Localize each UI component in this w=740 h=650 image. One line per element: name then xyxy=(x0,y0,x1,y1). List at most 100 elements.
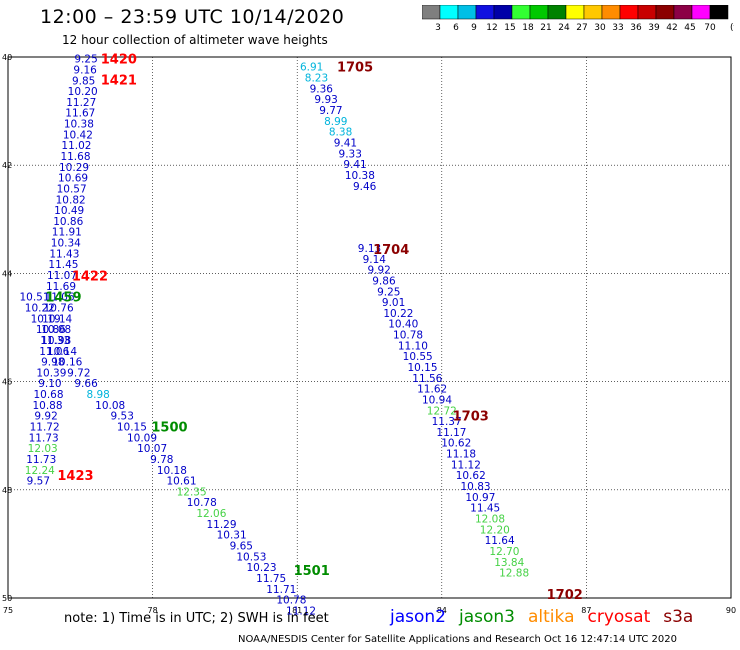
wave-height-value: 10.15 xyxy=(117,422,147,434)
colorbar-label: 6 xyxy=(453,23,459,33)
pass-time-label: 1703 xyxy=(453,410,489,425)
wave-height-value: 10.09 xyxy=(127,432,157,444)
wave-height-value: 10.16 xyxy=(52,357,82,369)
wave-height-value: 8.98 xyxy=(86,389,109,401)
wave-height-value: 9.33 xyxy=(339,148,362,160)
wave-height-value: 9.10 xyxy=(38,378,61,390)
wave-height-value: 10.40 xyxy=(388,319,418,331)
wave-height-value: 8.23 xyxy=(305,73,328,85)
wave-height-value: 9.14 xyxy=(363,254,387,266)
wave-height-value: 12.88 xyxy=(499,568,529,580)
wave-height-value: 10.42 xyxy=(63,129,93,141)
x-tick-label: 75 xyxy=(3,606,13,615)
wave-height-value: 11.10 xyxy=(398,340,428,352)
wave-height-value: 10.08 xyxy=(95,400,125,412)
colorbar-label: 33 xyxy=(612,23,623,33)
wave-height-value: 12.06 xyxy=(196,508,226,520)
colorbar-label: 39 xyxy=(648,23,660,33)
wave-height-value: 11.71 xyxy=(266,584,296,596)
plot-frame xyxy=(7,56,732,599)
wave-height-value: 11.12 xyxy=(451,459,481,471)
wave-height-value: 10.29 xyxy=(59,162,89,174)
wave-height-value: 10.86 xyxy=(36,324,66,336)
colorbar-label: 42 xyxy=(666,23,677,33)
altimeter-plot: 75 78 81 84 87 904042444648509.259.169.8510.2… xyxy=(2,53,736,618)
wave-height-value: 10.53 xyxy=(236,551,266,563)
wave-height-value: 9.72 xyxy=(67,367,90,379)
wave-height-value: 11.27 xyxy=(66,97,96,109)
wave-height-value: 9.98 xyxy=(41,357,64,369)
pass-time-label: 1423 xyxy=(57,469,93,484)
wave-height-value: 10.39 xyxy=(36,367,66,379)
colorbar-label: 36 xyxy=(630,23,642,33)
wave-height-value: 9.86 xyxy=(372,275,396,287)
pass-time-label: 1704 xyxy=(373,243,409,258)
wave-height-value: 10.14 xyxy=(47,346,77,358)
wave-height-value: 9.78 xyxy=(150,454,173,466)
wave-height-value: 12.20 xyxy=(480,524,510,536)
wave-height-value: 10.22 xyxy=(383,308,413,320)
pass-time-label: 1500 xyxy=(151,421,187,436)
legend-s3a: s3a xyxy=(663,607,694,627)
y-tick-label: 48 xyxy=(2,486,12,495)
wave-height-value: 10.82 xyxy=(56,194,86,206)
wave-height-value: 13.84 xyxy=(494,557,524,569)
legend-cryosat: cryosat xyxy=(587,607,651,627)
wave-height-value: 10.94 xyxy=(422,394,452,406)
wave-height-value: 11.45 xyxy=(48,259,78,271)
chart-title: 12:00 – 23:59 UTC 10/14/2020 xyxy=(40,6,345,28)
chart-subtitle: 12 hour collection of altimeter wave hei… xyxy=(62,33,328,47)
wave-height-value: 11.62 xyxy=(417,384,447,396)
x-tick-label: 81 xyxy=(292,606,302,615)
wave-height-value: 9.25 xyxy=(377,286,400,298)
wave-height-value: 9.46 xyxy=(353,181,377,193)
wave-height-value: 10.97 xyxy=(465,492,495,504)
footnote: note: 1) Time is in UTC; 2) SWH is in fe… xyxy=(64,611,329,626)
wave-height-value: 10.62 xyxy=(441,438,471,450)
wave-height-value: 10.62 xyxy=(456,470,486,482)
pass-time-label: 1459 xyxy=(45,291,81,306)
wave-height-value: 9.41 xyxy=(334,137,357,149)
wave-height-value: 10.88 xyxy=(32,400,62,412)
x-tick-label: 84 xyxy=(437,606,447,615)
wave-height-value: 10.76 xyxy=(44,302,74,314)
wave-height-value: 9.36 xyxy=(310,83,334,95)
wave-height-value: 10.98 xyxy=(41,335,71,347)
wave-height-value: 11.68 xyxy=(60,151,90,163)
wave-height-value: 10.61 xyxy=(166,476,196,488)
pass-time-label: 1501 xyxy=(294,564,330,579)
wave-height-value: 11.69 xyxy=(46,281,76,293)
wave-height-value: 9.01 xyxy=(382,297,405,309)
wave-height-value: 12.35 xyxy=(177,486,207,498)
wave-height-value: 9.93 xyxy=(314,94,337,106)
wave-height-value: 9.53 xyxy=(111,411,134,423)
wave-height-value: 11.72 xyxy=(30,422,60,434)
wave-height-value: 10.08 xyxy=(41,324,71,336)
wave-height-value: 9.77 xyxy=(319,105,342,117)
legend-altika: altika xyxy=(528,607,575,627)
x-tick-label: 90 xyxy=(726,606,736,615)
wave-height-value: 6.91 xyxy=(300,62,323,74)
wave-height-value: 10.19 xyxy=(31,313,61,325)
wave-height-value: 11.75 xyxy=(256,573,286,585)
satellite-legend: jason2 jason3 altika cryosat s3a xyxy=(390,607,706,627)
wave-height-value: 10.23 xyxy=(247,562,277,574)
wave-height-value: 9.85 xyxy=(72,75,95,87)
y-tick-label: 40 xyxy=(2,53,12,62)
x-tick-label: 87 xyxy=(581,606,591,615)
wave-height-value: 10.18 xyxy=(157,465,187,477)
wave-height-value: 11.18 xyxy=(446,449,476,461)
colorbar-label: 9 xyxy=(471,23,477,33)
colorbar-label: 27 xyxy=(576,23,587,33)
wave-height-value: 11.06 xyxy=(39,346,69,358)
pass-time-label: 1702 xyxy=(547,588,583,603)
wave-height-value: 9.92 xyxy=(367,265,390,277)
wave-height-value: 9.13 xyxy=(358,243,381,255)
wave-height-value: 10.78 xyxy=(276,595,306,607)
y-tick-label: 44 xyxy=(2,269,12,278)
wave-height-value: 9.92 xyxy=(34,411,57,423)
wave-height-value: 12.03 xyxy=(28,443,58,455)
colorbar-label: 21 xyxy=(540,23,551,33)
wave-height-value: 11.73 xyxy=(29,432,59,444)
colorbar-label: 45 xyxy=(684,23,695,33)
